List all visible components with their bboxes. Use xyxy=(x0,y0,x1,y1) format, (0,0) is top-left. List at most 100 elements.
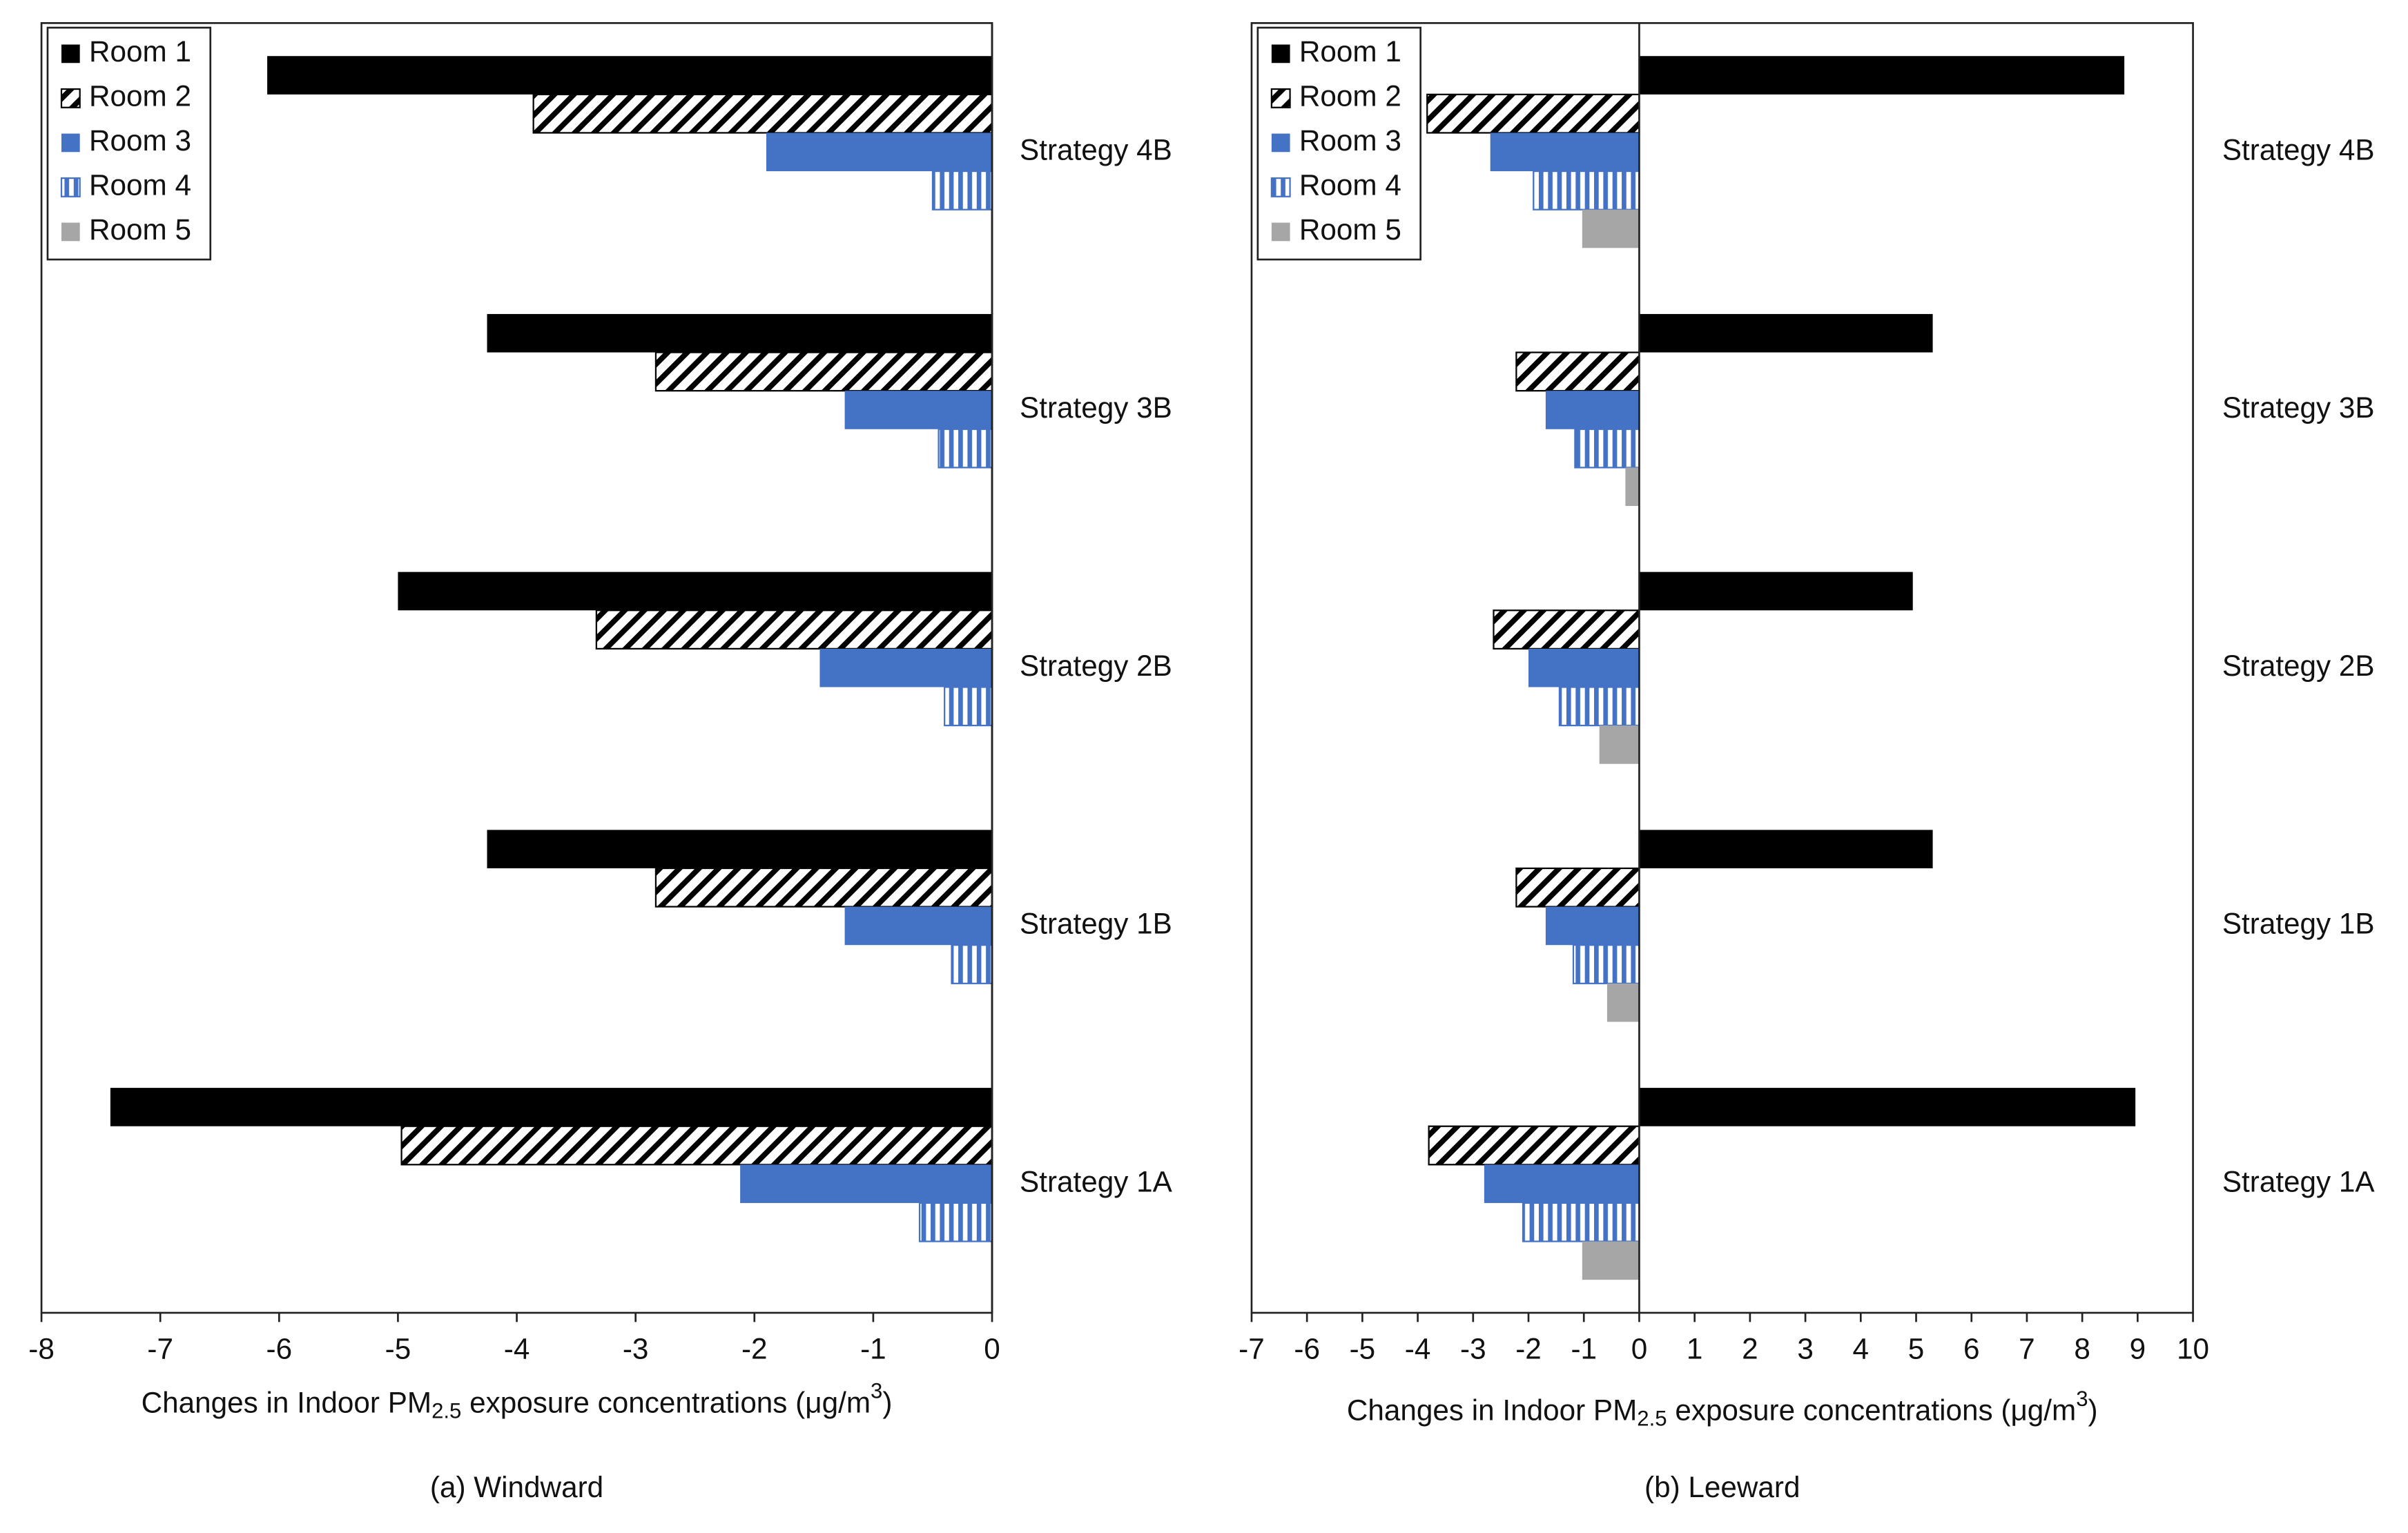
bar xyxy=(1484,1164,1640,1203)
category-label: Strategy 4B xyxy=(1020,133,1172,166)
bar xyxy=(1515,867,1640,908)
bar xyxy=(819,648,993,687)
x-tick-label: 10 xyxy=(2177,1333,2209,1365)
bar xyxy=(1490,133,1640,172)
category-label: Strategy 1A xyxy=(1020,1165,1173,1198)
bar xyxy=(918,1202,993,1242)
x-tick-label: 0 xyxy=(1631,1333,1648,1365)
x-tick-label: -4 xyxy=(1405,1333,1431,1365)
bar xyxy=(1625,467,1640,507)
x-axis-label-part: exposure concentrations (μg/m xyxy=(461,1387,871,1419)
x-tick-label: -8 xyxy=(28,1333,55,1365)
x-axis-label: Changes in Indoor PM2.5 exposure concent… xyxy=(1347,1387,2098,1431)
bar xyxy=(1574,428,1640,469)
bar xyxy=(1582,1241,1640,1280)
category-label: Strategy 2B xyxy=(2222,650,2375,682)
x-tick-label: -2 xyxy=(1515,1333,1542,1365)
bar xyxy=(1572,944,1640,984)
legend-swatch xyxy=(61,44,80,64)
x-axis-label-part: 3 xyxy=(871,1379,882,1403)
legend-label: Room 1 xyxy=(1299,35,1401,68)
bar xyxy=(1558,686,1640,727)
x-tick-label: 7 xyxy=(2019,1333,2035,1365)
x-axis-label-part: exposure concentrations (μg/m xyxy=(1667,1394,2077,1427)
bar xyxy=(1606,983,1640,1022)
x-axis-label-part: ) xyxy=(882,1387,892,1419)
bar xyxy=(844,906,993,946)
bar xyxy=(532,93,993,134)
category-label: Strategy 4B xyxy=(2222,133,2375,166)
bar xyxy=(1493,609,1640,650)
bar xyxy=(1639,572,1913,611)
legend-swatch xyxy=(1271,222,1290,242)
bar xyxy=(654,351,993,392)
legend-swatch xyxy=(1271,133,1290,153)
legend-label: Room 5 xyxy=(1299,213,1401,246)
bar xyxy=(595,609,993,650)
bar xyxy=(1639,1088,2136,1126)
x-tick-label: 6 xyxy=(1963,1333,1980,1365)
bar xyxy=(1639,313,1933,353)
x-tick-label: -4 xyxy=(504,1333,530,1365)
bar xyxy=(1545,391,1640,429)
legend-swatch xyxy=(1270,88,1291,108)
plot-frame xyxy=(1250,22,2194,1314)
bar xyxy=(487,313,993,353)
x-tick-label: 8 xyxy=(2074,1333,2090,1365)
x-tick-label: 1 xyxy=(1687,1333,1702,1365)
legend-swatch xyxy=(1270,177,1291,197)
bar xyxy=(766,133,993,172)
legend-label: Room 2 xyxy=(89,80,191,113)
category-label: Strategy 1B xyxy=(2222,908,2375,940)
x-tick-label: -5 xyxy=(385,1333,411,1365)
bar xyxy=(1582,209,1640,248)
x-tick-label: 4 xyxy=(1853,1333,1870,1365)
bar xyxy=(400,1125,993,1166)
x-tick-label: 2 xyxy=(1742,1333,1758,1365)
legend-label: Room 3 xyxy=(1299,124,1401,157)
category-label: Strategy 2B xyxy=(1020,650,1172,682)
bar xyxy=(654,867,993,908)
bar xyxy=(740,1164,993,1203)
bar xyxy=(1533,170,1640,211)
x-tick-label: -6 xyxy=(266,1333,293,1365)
legend-swatch xyxy=(60,177,81,197)
legend-swatch xyxy=(60,88,81,108)
legend-label: Room 1 xyxy=(89,35,191,68)
legend-label: Room 3 xyxy=(89,124,191,157)
category-label: Strategy 3B xyxy=(2222,391,2375,424)
bar xyxy=(1545,906,1640,946)
chart-title: (a) Windward xyxy=(430,1471,603,1503)
x-tick-label: 5 xyxy=(1908,1333,1925,1365)
legend-swatch xyxy=(61,222,80,242)
chart-title: (b) Leeward xyxy=(1644,1471,1800,1503)
x-axis-label-part: Changes in Indoor PM xyxy=(1347,1394,1637,1427)
x-tick-label: -1 xyxy=(1571,1333,1597,1365)
x-tick-label: -7 xyxy=(1239,1333,1265,1365)
bar xyxy=(1515,351,1640,392)
x-tick-label: -3 xyxy=(1460,1333,1486,1365)
legend-label: Room 4 xyxy=(89,169,191,202)
bar xyxy=(951,944,993,984)
x-tick-label: -1 xyxy=(860,1333,886,1365)
bar xyxy=(1428,1125,1640,1166)
legend-label: Room 4 xyxy=(1299,169,1401,202)
bar xyxy=(110,1088,993,1126)
x-axis-label-part: ) xyxy=(2088,1394,2098,1427)
category-label: Strategy 3B xyxy=(1020,391,1172,424)
x-tick-label: -2 xyxy=(741,1333,768,1365)
bar xyxy=(1426,93,1640,134)
bar xyxy=(844,391,993,429)
bar xyxy=(1528,648,1640,687)
x-tick-label: 3 xyxy=(1797,1333,1814,1365)
bar xyxy=(1639,830,1933,868)
legend-label: Room 2 xyxy=(1299,80,1401,113)
bar xyxy=(398,572,993,611)
bar xyxy=(938,428,993,469)
legend-swatch xyxy=(1271,44,1290,64)
bar xyxy=(1639,56,2125,95)
bar xyxy=(487,830,993,868)
x-tick-label: -7 xyxy=(147,1333,173,1365)
